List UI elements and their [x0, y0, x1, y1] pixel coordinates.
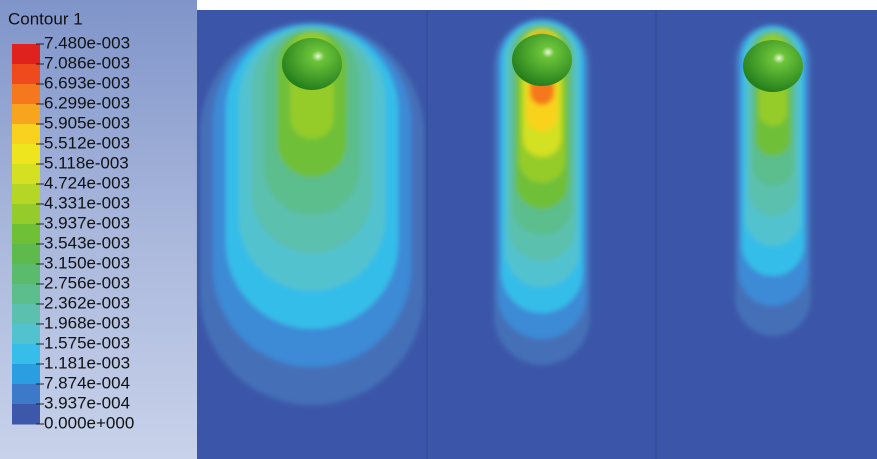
contour-screenshot: Contour 1 7.480e-0037.086e-0036.693e-003… — [0, 0, 877, 459]
legend-label: 5.905e-003 — [44, 113, 130, 132]
legend-label: 6.693e-003 — [44, 73, 130, 92]
legend-swatch — [12, 124, 40, 145]
legend-label: 4.724e-003 — [44, 173, 130, 192]
legend-swatch — [12, 44, 40, 65]
sphere — [282, 38, 342, 90]
legend-swatch — [12, 284, 40, 305]
legend-label: 0.000e+000 — [44, 413, 134, 432]
legend-swatch — [12, 64, 40, 85]
legend-swatch — [12, 144, 40, 165]
legend-swatch — [12, 404, 40, 425]
legend-label: 7.874e-004 — [44, 373, 130, 392]
legend-swatch — [12, 304, 40, 325]
legend-swatch — [12, 364, 40, 385]
legend-swatch — [12, 204, 40, 225]
legend-swatch — [12, 224, 40, 245]
legend-swatch — [12, 384, 40, 405]
legend-title: Contour 1 — [8, 9, 83, 28]
legend-swatch — [12, 244, 40, 265]
legend-label: 7.480e-003 — [44, 33, 130, 52]
legend-label: 5.512e-003 — [44, 133, 130, 152]
legend-swatch — [12, 324, 40, 345]
legend-label: 3.543e-003 — [44, 233, 130, 252]
legend-swatch — [12, 84, 40, 105]
sphere — [512, 34, 572, 86]
legend-swatch — [12, 344, 40, 365]
legend-label: 3.150e-003 — [44, 253, 130, 272]
legend-label: 6.299e-003 — [44, 93, 130, 112]
legend-swatch — [12, 264, 40, 285]
legend-label: 5.118e-003 — [44, 153, 129, 172]
legend-swatch — [12, 164, 40, 185]
legend-label: 4.331e-003 — [44, 193, 130, 212]
legend-label: 1.575e-003 — [44, 333, 130, 352]
legend-swatch — [12, 104, 40, 125]
legend-bar: 7.480e-0037.086e-0036.693e-0036.299e-003… — [12, 33, 134, 432]
legend-label: 2.756e-003 — [44, 273, 130, 292]
legend-label: 7.086e-003 — [44, 53, 130, 72]
legend-swatch — [12, 184, 40, 205]
legend-label: 3.937e-004 — [44, 393, 130, 412]
legend-label: 3.937e-003 — [44, 213, 130, 232]
legend-label: 2.362e-003 — [44, 293, 130, 312]
legend-label: 1.181e-003 — [44, 353, 130, 372]
legend-label: 1.968e-003 — [44, 313, 130, 332]
sphere — [743, 40, 803, 92]
